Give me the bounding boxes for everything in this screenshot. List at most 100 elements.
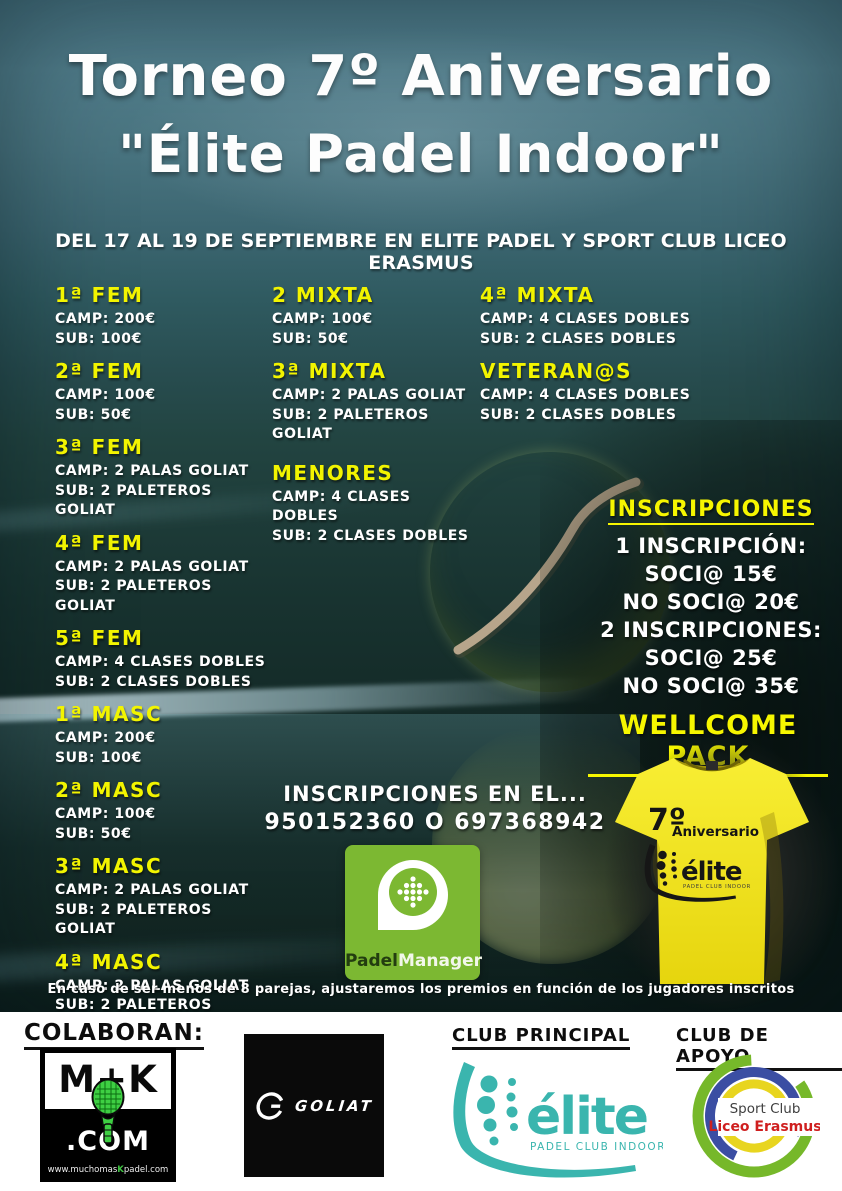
inscriptions-heading: INSCRIPCIONES <box>608 497 814 525</box>
category-camp: CAMP: 200€ <box>55 730 156 746</box>
category-sub: SUB: 2 CLASES DOBLES <box>55 673 252 690</box>
elite-brand-text: élite <box>681 857 742 887</box>
goliat-logo: GOLIAT <box>244 1034 384 1177</box>
category-1a-fem: 1ª FEM CAMP: 200€ SUB: 100€ <box>55 283 273 349</box>
inscriptions-line: NO SOCI@ 35€ <box>622 674 800 698</box>
category-title: 4ª FEM <box>55 530 144 555</box>
category-2a-masc: 2ª MASC CAMP: 100€ SUB: 50€ <box>55 778 273 844</box>
category-sub: SUB: 2 PALETEROS GOLIAT <box>55 482 212 519</box>
poster-title-line1: Torneo 7º Aniversario <box>68 44 774 109</box>
category-1a-masc: 1ª MASC CAMP: 200€ SUB: 100€ <box>55 702 273 768</box>
padelmanager-pin-icon <box>378 860 448 930</box>
liceo-sport-club-text: Sport Club <box>730 1101 801 1117</box>
sponsors-footer: COLABORAN: M+K .COM www.muchomasKpadel.c… <box>0 1012 842 1191</box>
category-sub: SUB: 2 CLASES DOBLES <box>480 406 677 423</box>
category-sub: SUB: 100€ <box>55 749 142 766</box>
sport-club-liceo-erasmus-logo: Sport Club Liceo Erasmus <box>692 1054 820 1178</box>
category-sub: SUB: 100€ <box>55 330 142 347</box>
inscriptions-line: 1 INSCRIPCIÓN: <box>615 534 807 558</box>
category-3a-mixta: 3ª MIXTA CAMP: 2 PALAS GOLIAT SUB: 2 PAL… <box>272 359 480 445</box>
category-camp: CAMP: 4 CLASES DOBLES <box>480 311 691 327</box>
category-title: 2ª MASC <box>55 778 163 802</box>
tshirt-anniversary-text: Aniversario <box>672 824 759 840</box>
category-camp: CAMP: 4 CLASES DOBLES <box>480 387 691 403</box>
padelmanager-name-light: Manager <box>398 951 483 971</box>
category-camp: CAMP: 2 PALAS GOLIAT <box>55 558 249 575</box>
contact-heading: INSCRIPCIONES EN EL... <box>283 782 587 806</box>
category-title: 3ª MASC <box>55 854 163 878</box>
category-camp: CAMP: 100€ <box>55 387 156 403</box>
category-sub: SUB: 2 PALETEROS GOLIAT <box>272 406 429 443</box>
category-title: 3ª MIXTA <box>272 359 387 383</box>
inscriptions-panel: INSCRIPCIONES 1 INSCRIPCIÓN: SOCI@ 15€ N… <box>597 497 825 700</box>
category-4a-masc: 4ª MASC CAMP: 2 PALAS GOLIAT SUB: 2 PALE… <box>55 950 273 1013</box>
padelmanager-dots <box>397 876 429 908</box>
mk-url-pre: www.muchomas <box>47 1165 118 1175</box>
category-title: 5ª FEM <box>55 626 144 650</box>
goliat-wordmark: GOLIAT <box>294 1096 375 1115</box>
category-2-mixta: 2 MIXTA CAMP: 100€ SUB: 50€ <box>272 283 480 349</box>
mk-url-post: padel.com <box>123 1165 169 1175</box>
category-camp: CAMP: 2 PALAS GOLIAT <box>272 387 466 403</box>
category-camp: CAMP: 2 PALAS GOLIAT <box>55 977 249 994</box>
inscriptions-line: SOCI@ 15€ <box>644 562 778 586</box>
category-title: 2ª FEM <box>55 359 144 383</box>
category-sub: SUB: 2 PALETEROS GOLIAT <box>55 997 212 1012</box>
disclaimer-note: En caso de ser menos de 8 parejas, ajust… <box>47 982 795 997</box>
category-sub: SUB: 2 CLASES DOBLES <box>272 527 469 544</box>
mk-logo: M+K .COM www.muchomasKpadel.com <box>40 1048 176 1182</box>
elite-brand-subtext: PADEL CLUB INDOOR <box>530 1141 663 1153</box>
category-title: MENORES <box>272 460 394 485</box>
contact-phones: 950152360 O 697368942 <box>264 810 606 835</box>
elite-brand-subtext: PADEL CLUB INDOOR <box>683 884 751 890</box>
mk-url-k: K <box>117 1165 124 1175</box>
category-2a-fem: 2ª FEM CAMP: 100€ SUB: 50€ <box>55 359 273 425</box>
category-column-3: 4ª MIXTA CAMP: 4 CLASES DOBLES SUB: 2 CL… <box>480 283 730 435</box>
liceo-erasmus-text: Liceo Erasmus <box>708 1119 820 1135</box>
category-menores: MENORES CAMP: 4 CLASES DOBLES SUB: 2 CLA… <box>272 461 480 547</box>
colaboran-label: COLABORAN: <box>24 1020 204 1050</box>
club-principal-label: CLUB PRINCIPAL <box>452 1025 631 1050</box>
category-camp: CAMP: 2 PALAS GOLIAT <box>55 882 249 898</box>
mk-website-url: www.muchomasKpadel.com <box>45 1165 171 1175</box>
category-camp: CAMP: 4 CLASES DOBLES <box>272 488 411 525</box>
category-sub: SUB: 50€ <box>55 406 132 423</box>
category-title: VETERAN@S <box>480 359 632 383</box>
inscriptions-line: SOCI@ 25€ <box>644 646 778 670</box>
elite-logo-on-shirt: élite PADEL CLUB INDOOR <box>644 844 751 902</box>
inscriptions-line: 2 INSCRIPCIONES: <box>600 618 822 642</box>
category-sub: SUB: 50€ <box>272 330 349 347</box>
tshirt-number: 7º <box>648 803 686 838</box>
category-sub: SUB: 2 CLASES DOBLES <box>480 330 677 347</box>
category-title: 4ª MIXTA <box>480 283 595 307</box>
category-camp: CAMP: 100€ <box>272 311 373 327</box>
category-camp: CAMP: 100€ <box>55 806 156 822</box>
padelmanager-name-bold: Padel <box>345 951 399 971</box>
category-3a-masc: 3ª MASC CAMP: 2 PALAS GOLIAT SUB: 2 PALE… <box>55 854 273 940</box>
category-sub: SUB: 2 PALETEROS GOLIAT <box>55 578 212 614</box>
inscriptions-line: NO SOCI@ 20€ <box>622 590 800 614</box>
category-title: 3ª FEM <box>55 435 144 459</box>
category-camp: CAMP: 4 CLASES DOBLES <box>55 654 266 670</box>
poster-subtitle-dates: DEL 17 AL 19 DE SEPTIEMBRE EN ELITE PADE… <box>55 230 787 274</box>
contact-block: INSCRIPCIONES EN EL... 950152360 O 69736… <box>255 782 615 835</box>
category-sub: SUB: 50€ <box>55 825 132 842</box>
padelmanager-logo: PadelManager <box>345 845 483 980</box>
category-camp: CAMP: 200€ <box>55 311 156 327</box>
category-title: 2 MIXTA <box>272 283 374 307</box>
padelmanager-wordmark: PadelManager <box>345 951 483 971</box>
category-title: 1ª MASC <box>55 702 163 726</box>
elite-brand-text: élite <box>526 1087 647 1147</box>
padelmanager-pin-core <box>389 868 437 916</box>
category-camp: CAMP: 2 PALAS GOLIAT <box>55 463 249 479</box>
elite-padel-club-logo: élite PADEL CLUB INDOOR <box>453 1062 663 1178</box>
category-column-1: 1ª FEM CAMP: 200€ SUB: 100€ 2ª FEM CAMP:… <box>55 283 273 1012</box>
category-4a-mixta: 4ª MIXTA CAMP: 4 CLASES DOBLES SUB: 2 CL… <box>480 283 730 349</box>
collar-tag <box>706 761 718 770</box>
category-column-2: 2 MIXTA CAMP: 100€ SUB: 50€ 3ª MIXTA CAM… <box>272 283 480 556</box>
inscriptions-prices: 1 INSCRIPCIÓN: SOCI@ 15€ NO SOCI@ 20€ 2 … <box>597 532 825 700</box>
poster-photo-area: Torneo 7º Aniversario "Élite Padel Indoo… <box>0 0 842 1012</box>
category-veteranos: VETERAN@S CAMP: 4 CLASES DOBLES SUB: 2 C… <box>480 359 730 425</box>
category-title: 4ª MASC <box>55 949 163 974</box>
